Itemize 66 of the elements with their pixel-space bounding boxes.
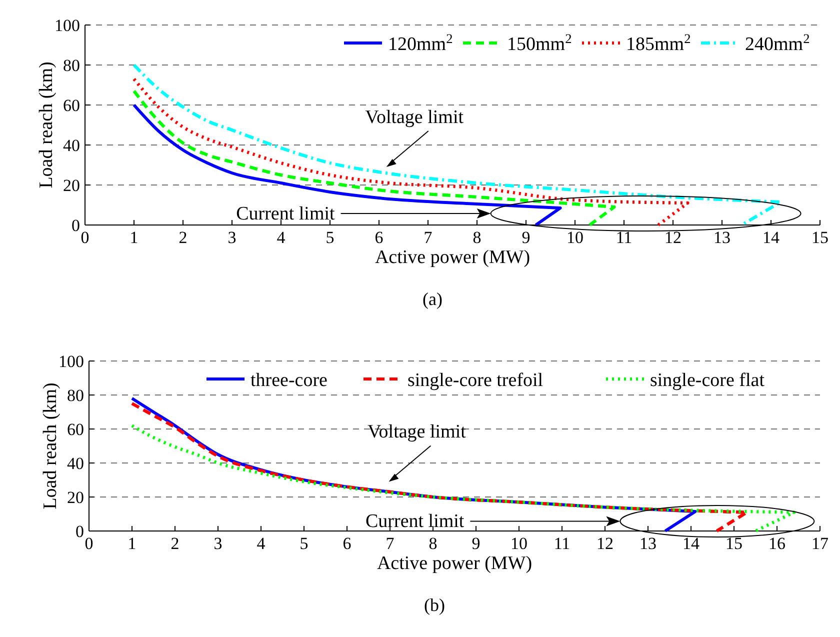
x-tick-label: 9 [472, 534, 480, 553]
y-tick-label: 80 [63, 56, 80, 75]
x-tick-label: 2 [178, 228, 188, 247]
x-tick-label: 6 [342, 534, 352, 553]
y-tick-label: 40 [67, 454, 84, 473]
legend-label: 240mm$^{2}$ [745, 30, 810, 55]
line-series [132, 77, 690, 227]
x-tick-label: 16 [768, 534, 786, 553]
y-tick-label: 0 [76, 522, 84, 541]
x-tick-label: 4 [276, 228, 286, 247]
x-tick-label: 15 [812, 228, 828, 247]
annotation: Voltage limit [368, 422, 467, 443]
annotation: Current limit [366, 511, 465, 532]
x-tick-label: 17 [812, 534, 829, 553]
legend-label: single-core trefoil [408, 370, 544, 391]
y-tick-label: 40 [63, 136, 80, 155]
y-tick-label: 20 [67, 488, 84, 507]
y-tick-label: 60 [67, 420, 84, 439]
y-tick-label: 100 [58, 352, 84, 371]
x-tick-label: 12 [596, 534, 614, 553]
x-tick-label: 15 [726, 534, 742, 553]
x-tick-label: 13 [640, 534, 656, 553]
x-tick-label: 11 [616, 228, 632, 247]
x-tick-label: 2 [170, 534, 180, 553]
legend-label: 150mm$^{2}$ [507, 30, 572, 55]
y-tick-label: 60 [63, 96, 80, 115]
x-axis-title: Active power (MW) [376, 553, 532, 574]
x-tick-label: 8 [472, 228, 482, 247]
y-tick-label: 100 [54, 16, 80, 35]
line-series [130, 424, 796, 533]
x-tick-label: 8 [428, 534, 438, 553]
x-tick-label: 6 [374, 228, 384, 247]
x-tick-label: 5 [300, 534, 308, 553]
y-tick-label: 80 [67, 386, 84, 405]
x-tick-label: 3 [214, 534, 222, 553]
line-series [132, 104, 562, 226]
x-tick-label: 12 [664, 228, 682, 247]
x-tick-label: 14 [682, 534, 700, 553]
x-tick-label: 1 [128, 534, 136, 553]
line-series [132, 63, 782, 227]
legend-label: 185mm$^{2}$ [626, 30, 691, 55]
legend-label: single-core flat [650, 370, 766, 391]
x-tick-label: 14 [762, 228, 780, 247]
text: (a) [422, 289, 442, 309]
legend-label: 120mm$^{2}$ [388, 30, 453, 55]
y-axis-title: Load reach (km) [36, 62, 57, 188]
x-tick-label: 10 [510, 534, 528, 553]
y-tick-label: 0 [72, 216, 80, 235]
x-tick-label: 11 [554, 534, 570, 553]
x-tick-label: 13 [714, 228, 730, 247]
x-tick-label: 7 [424, 228, 433, 247]
legend-label: three-core [250, 370, 328, 391]
annotation: Voltage limit [365, 107, 464, 128]
x-tick-label: 7 [386, 534, 395, 553]
y-axis-title: Load reach (km) [40, 382, 61, 510]
line-series [132, 89, 616, 227]
x-tick-label: 9 [522, 228, 530, 247]
x-tick-label: 4 [256, 534, 266, 553]
annotation: Current limit [236, 204, 336, 224]
x-tick-label: 1 [130, 228, 138, 247]
text: (b) [424, 595, 445, 615]
x-axis-title: Active power (MW) [374, 247, 530, 268]
x-tick-label: 3 [228, 228, 236, 247]
x-tick-label: 5 [326, 228, 334, 247]
x-tick-label: 10 [566, 228, 584, 247]
y-tick-label: 20 [63, 176, 80, 195]
